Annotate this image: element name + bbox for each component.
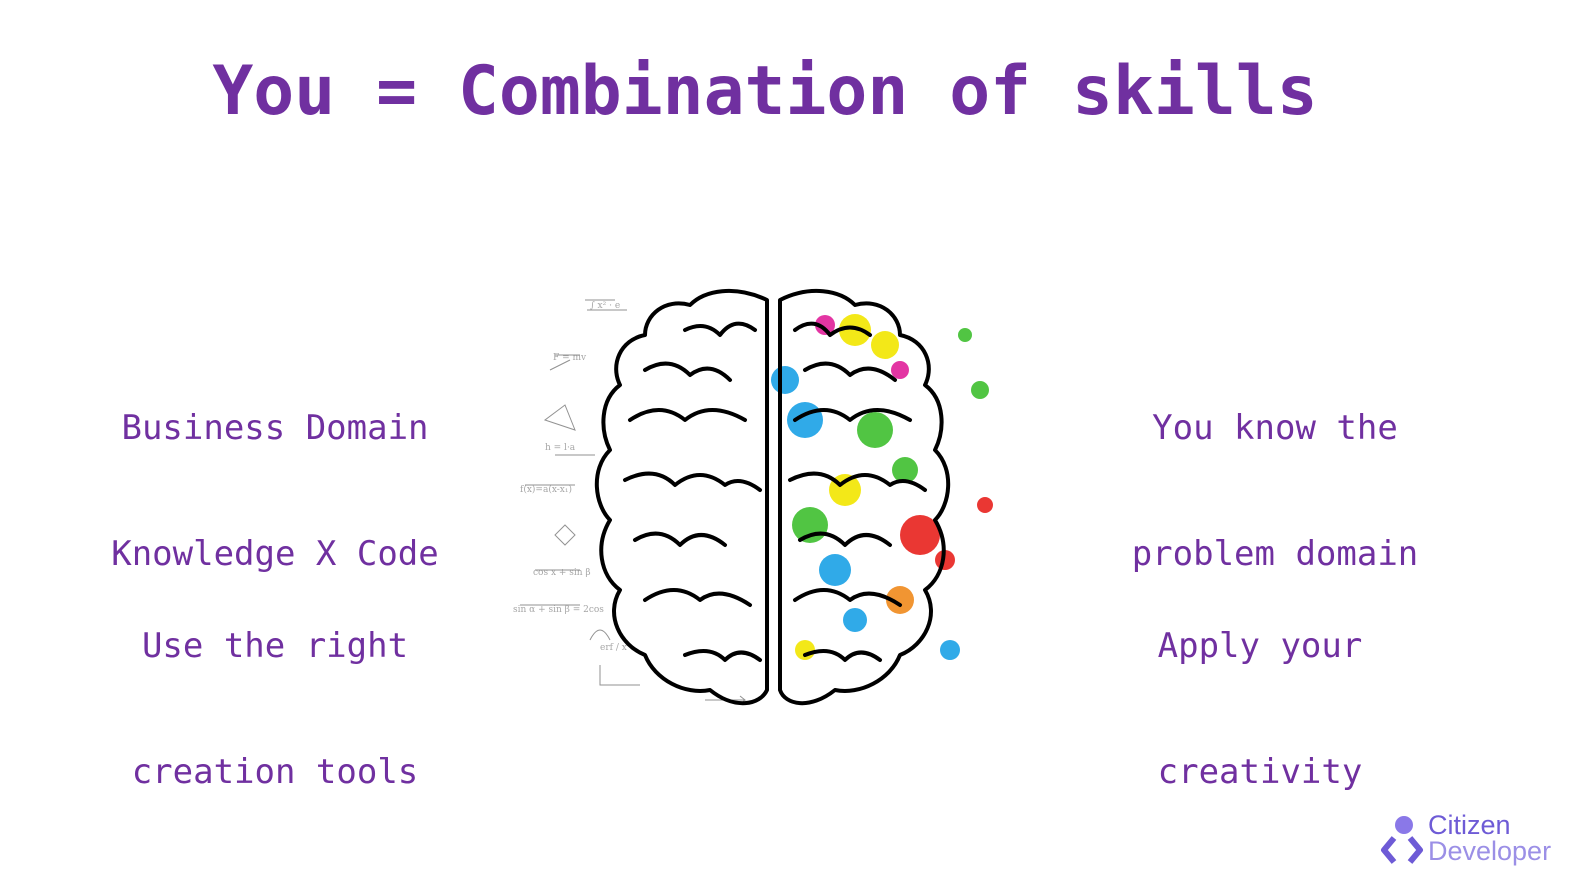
svg-text:F = mv: F = mv: [553, 353, 587, 363]
svg-text:f(x)=a(x-x₁): f(x)=a(x-x₁): [520, 484, 572, 495]
label-line: Knowledge X Code: [111, 534, 439, 574]
label-creation-tools: Use the right creation tools: [60, 541, 490, 835]
slide-title: You = Combination of skills: [212, 52, 1318, 131]
logo-word-citizen: Citizen: [1428, 810, 1511, 840]
label-line: Business Domain: [121, 408, 429, 448]
svg-text:sin α + sin β = 2cos: sin α + sin β = 2cos: [513, 605, 604, 615]
logo-mark-icon: [1381, 816, 1423, 864]
label-line: problem domain: [1131, 534, 1419, 574]
svg-text:cos x + sin β: cos x + sin β: [533, 568, 591, 578]
svg-text:erf / x: erf / x: [600, 643, 627, 653]
label-line: Apply your: [1157, 626, 1363, 666]
label-line: You know the: [1152, 408, 1398, 448]
label-problem-domain: You know the problem domain: [1080, 323, 1470, 617]
label-line: Use the right: [141, 626, 409, 666]
brain-illustration-icon: ∫ x² · e F = mv h = l·a f(x)=a(x-x₁) cos…: [513, 288, 993, 706]
svg-text:∫ x² · e: ∫ x² · e: [590, 301, 620, 311]
label-business-domain: Business Domain Knowledge X Code: [60, 323, 490, 617]
logo-word-developer: Developer: [1428, 836, 1552, 866]
label-line: creation tools: [131, 752, 419, 792]
label-creativity: Apply your creativity: [1060, 541, 1460, 835]
logo-text: Citizen Developer: [1428, 810, 1552, 866]
svg-text:h = l·a: h = l·a: [545, 443, 576, 453]
citizen-developer-logo: Citizen Developer: [1380, 812, 1560, 872]
label-line: creativity: [1157, 752, 1363, 792]
